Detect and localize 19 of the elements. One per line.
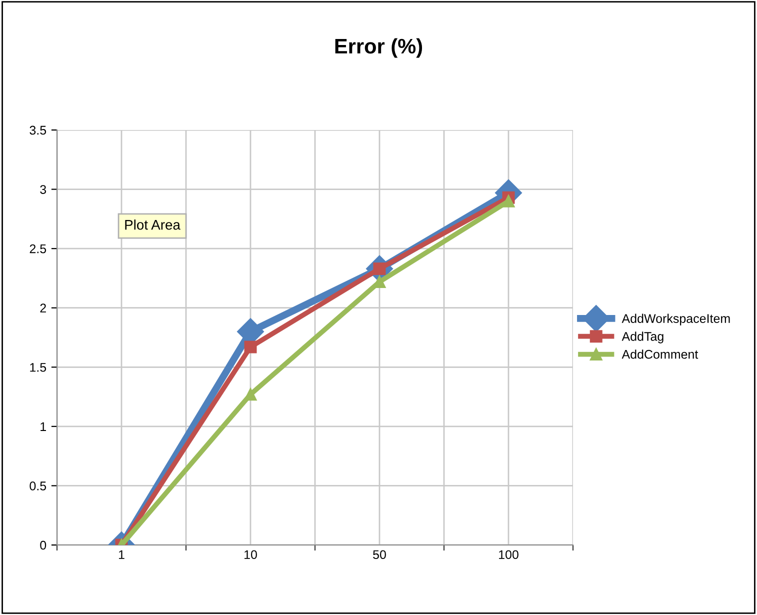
legend-label: AddTag [622,332,664,344]
x-tick-label: 1 [118,550,124,559]
y-tick-label: 1.5 [30,363,46,372]
y-tick-label: 3 [40,185,46,194]
legend-label: AddComment [622,350,698,359]
y-tick-label: 3.5 [30,126,46,135]
x-tick-label: 50 [373,550,386,560]
legend-label: AddWorkspaceItem [622,314,730,326]
x-tick-label: 100 [499,550,518,560]
y-tick-label: 2.5 [30,244,46,254]
y-tick-label: 0 [40,540,46,550]
chart-title: Error (%) [335,38,422,58]
annotation: Plot Area [125,220,180,230]
x-tick-label: 10 [244,550,257,560]
point [244,340,257,354]
y-tick-label: 1 [40,422,46,431]
point [502,194,515,208]
y-tick-label: 2 [40,304,46,312]
y-tick-label: 0.5 [30,482,46,490]
